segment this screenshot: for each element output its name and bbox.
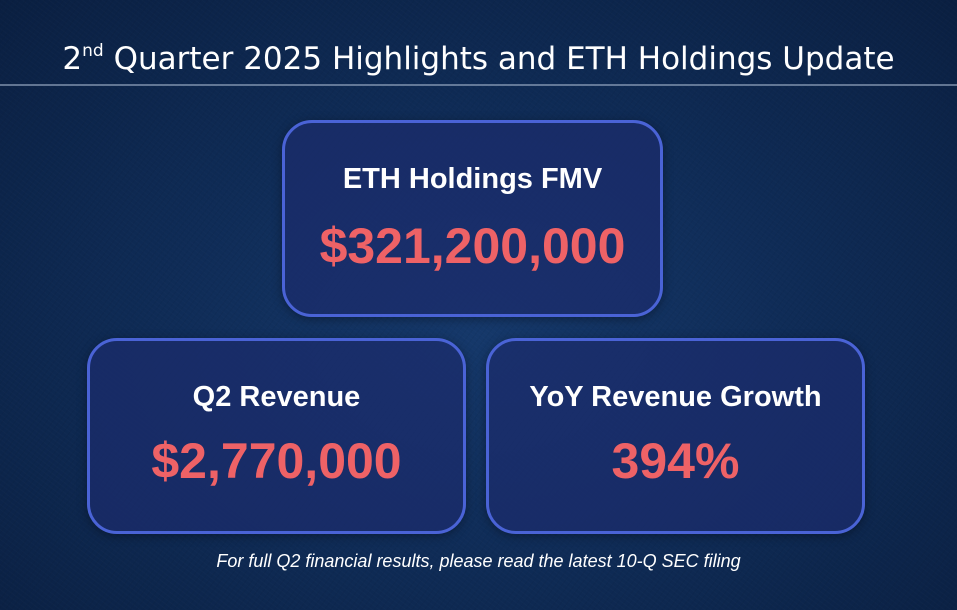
q2-revenue-card: Q2 Revenue $2,770,000 xyxy=(87,338,466,534)
footnote: For full Q2 financial results, please re… xyxy=(216,551,741,571)
yoy-growth-value: 394% xyxy=(611,433,740,489)
title-superscript: nd xyxy=(82,40,104,61)
page-title: 2nd Quarter 2025 Highlights and ETH Hold… xyxy=(0,41,957,77)
eth-holdings-card: ETH Holdings FMV $321,200,000 xyxy=(282,120,663,317)
title-rest: Quarter 2025 Highlights and ETH Holdings… xyxy=(103,40,895,77)
yoy-growth-card: YoY Revenue Growth 394% xyxy=(486,338,865,534)
title-divider xyxy=(0,84,957,86)
q2-revenue-label: Q2 Revenue xyxy=(192,381,361,413)
eth-holdings-value: $321,200,000 xyxy=(319,218,626,274)
q2-revenue-value: $2,770,000 xyxy=(151,433,402,489)
eth-holdings-label: ETH Holdings FMV xyxy=(342,163,603,195)
yoy-growth-label: YoY Revenue Growth xyxy=(529,381,822,413)
title-prefix: 2 xyxy=(62,40,83,77)
